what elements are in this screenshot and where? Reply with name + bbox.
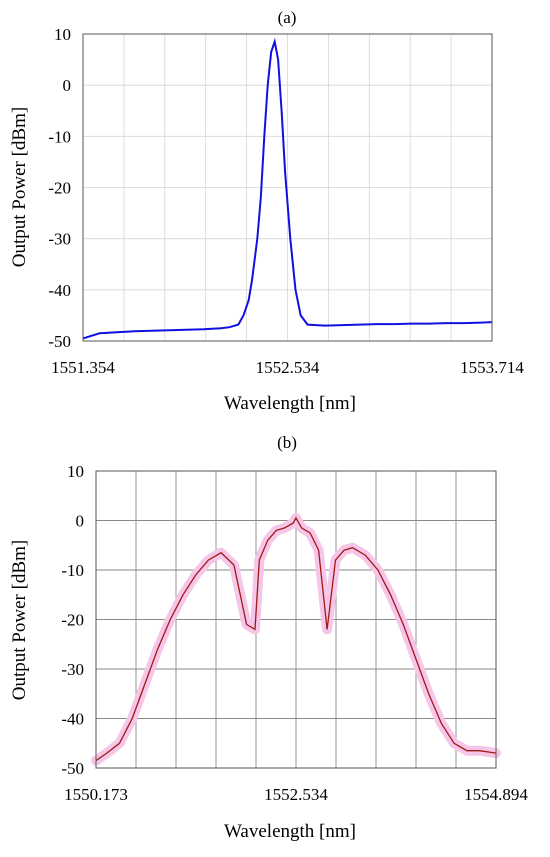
ticks-a: 10 0 -10 -20 -30 -40 -50 1551.354 1552.534 1553.7… (48, 25, 524, 377)
y-tick-label: 0 (63, 76, 72, 95)
y-tick-label: -20 (48, 179, 71, 198)
y-tick-label: -30 (48, 230, 71, 249)
panel-title-a: (a) (278, 8, 297, 27)
grid-a (83, 34, 492, 341)
x-tick-label: 1552.534 (264, 785, 328, 804)
series-line-a (82, 37, 493, 340)
y-tick-label: -10 (61, 561, 84, 580)
grid-b (96, 471, 496, 768)
y-tick-label: -40 (61, 710, 84, 729)
y-axis-label-b: Output Power [dBm] (9, 540, 30, 700)
x-axis-label-b: Wavelength [nm] (224, 821, 356, 842)
x-tick-label: 1552.534 (256, 358, 320, 377)
x-tick-label: 1554.894 (464, 785, 528, 804)
y-tick-label: -30 (61, 660, 84, 679)
series-glow-b (91, 513, 501, 766)
y-tick-label: -50 (48, 332, 71, 351)
chart-a: (a) 10 0 -10 -20 -30 -40 -50 1551.354 1552.534 15… (9, 8, 524, 414)
x-tick-label: 1550.173 (64, 785, 128, 804)
x-axis-label-a: Wavelength [nm] (224, 393, 356, 414)
x-tick-label: 1553.714 (460, 358, 524, 377)
panel-title-b: (b) (277, 433, 297, 452)
ticks-b: 10 0 -10 -20 -30 -40 -50 1550.173 1552.534 1554.8… (61, 462, 528, 804)
plot-frame-b (95, 470, 497, 769)
y-tick-label: -50 (61, 759, 84, 778)
y-tick-label: 10 (67, 462, 84, 481)
y-axis-label-a: Output Power [dBm] (9, 107, 30, 267)
y-tick-label: -20 (61, 611, 84, 630)
y-tick-label: -40 (48, 281, 71, 300)
y-tick-label: 0 (76, 512, 85, 531)
plot-frame-a (82, 33, 493, 342)
y-tick-label: 10 (54, 25, 71, 44)
series-line-b (95, 516, 497, 762)
y-tick-label: -10 (48, 127, 71, 146)
x-tick-label: 1551.354 (51, 358, 115, 377)
